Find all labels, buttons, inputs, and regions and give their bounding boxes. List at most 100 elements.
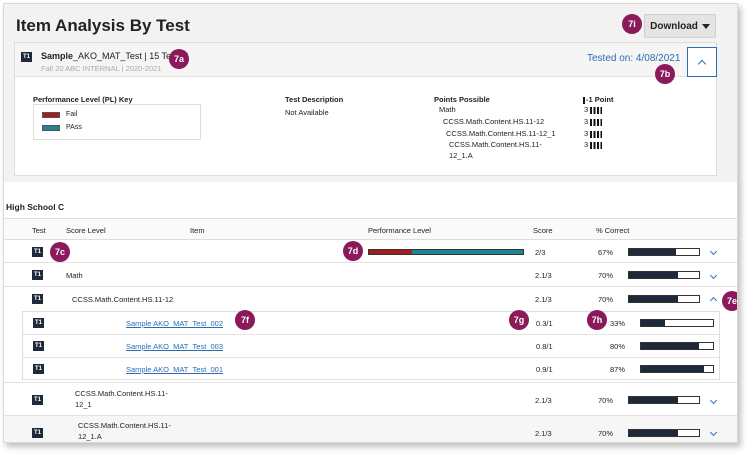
item-score: 0.8/1	[536, 342, 553, 351]
points-bars-icon	[590, 130, 603, 138]
table-row: T1 Math 2.1/3 70%	[4, 263, 737, 287]
collapse-row-icon[interactable]	[709, 296, 718, 305]
performance-fail-segment	[369, 250, 413, 254]
th-score-level: Score Level	[66, 226, 106, 235]
test-tag: T1	[32, 294, 43, 304]
table-row: T1 CCSS.Math.Content.HS.11- 12_1.A 2.1/3…	[4, 416, 737, 442]
caret-down-icon	[701, 23, 710, 29]
test-card: T1 Sample_AKO_MAT_Test | 15 Tested Fall …	[14, 42, 717, 176]
th-pct-correct: % Correct	[596, 226, 630, 235]
collapse-card-button[interactable]	[687, 47, 717, 77]
points-row-value: 3	[584, 129, 603, 138]
th-test: Test	[32, 226, 46, 235]
points-row-name: CCSS.Math.Content.HS.11-12_1	[446, 129, 556, 138]
pl-key-item-pass: PAss	[42, 124, 82, 131]
expand-row-icon[interactable]	[709, 271, 718, 280]
row-label-cont: 12_1.A	[78, 432, 102, 441]
item-row: T1 Sample AKO_MAT_Test_001 0.9/1 87%	[23, 358, 719, 380]
row-score: 2.1/3	[535, 271, 552, 280]
pct-correct-fill	[641, 366, 704, 372]
item-row: T1 Sample AKO_MAT_Test_002 0.3/1 33%	[23, 312, 719, 335]
test-description-label: Test Description	[285, 95, 344, 104]
points-row-name: CCSS.Math.Content.HS.11-	[449, 140, 542, 149]
table-row: T1 2/3 67%	[4, 241, 737, 263]
row-label: CCSS.Math.Content.HS.11-	[75, 389, 168, 398]
row-label: CCSS.Math.Content.HS.11-	[78, 421, 171, 430]
callout-badge-7c: 7c	[50, 242, 70, 262]
row-label-cont: 12_1	[75, 400, 92, 409]
pct-correct-bar	[628, 248, 700, 256]
points-row-name-cont: 12_1.A	[449, 151, 473, 160]
row-pct: 70%	[598, 295, 614, 304]
expand-row-icon[interactable]	[709, 247, 718, 256]
pct-correct-fill	[629, 296, 678, 302]
item-pct: 80%	[610, 342, 626, 351]
row-score: 2/3	[535, 248, 546, 257]
table-row: T1 CCSS.Math.Content.HS.11- 12_1 2.1/3 7…	[4, 382, 737, 416]
points-row-name: CCSS.Math.Content.HS.11-12	[443, 117, 545, 126]
pct-correct-bar	[640, 342, 714, 350]
points-possible-label: Points Possible	[434, 95, 490, 104]
row-pct: 70%	[598, 396, 614, 405]
item-pct: 87%	[610, 365, 626, 374]
test-tag: T1	[32, 270, 43, 280]
points-bars-icon	[590, 141, 603, 149]
test-description-value: Not Available	[285, 108, 329, 117]
row-pct: 70%	[598, 429, 614, 438]
fail-swatch	[42, 111, 60, 118]
row-pct: 70%	[598, 271, 614, 280]
item-link[interactable]: Sample AKO_MAT_Test_003	[126, 342, 223, 351]
performance-pass-segment	[412, 250, 523, 254]
page-title: Item Analysis By Test	[16, 16, 190, 35]
download-button[interactable]: Download	[644, 14, 716, 38]
th-score: Score	[533, 226, 553, 235]
point-legend: -1 Point	[583, 95, 614, 104]
callout-badge-7h: 7h	[587, 310, 607, 330]
pct-correct-bar	[640, 319, 714, 327]
item-analysis-panel: Item Analysis By Test Download 7i T1 Sam…	[3, 3, 738, 443]
test-tag: T1	[33, 341, 44, 351]
pct-correct-bar	[628, 396, 700, 404]
item-link[interactable]: Sample AKO_MAT_Test_002	[126, 319, 223, 328]
pct-correct-fill	[641, 320, 665, 326]
callout-badge-7a: 7a	[169, 49, 189, 69]
callout-badge-7e: 7e	[722, 291, 737, 311]
pl-key-item-fail: Fail	[42, 111, 77, 118]
points-row-name: Math	[439, 105, 456, 114]
row-score: 2.1/3	[535, 295, 552, 304]
expand-row-icon[interactable]	[709, 396, 718, 405]
callout-badge-7b: 7b	[655, 64, 675, 84]
pct-correct-bar	[640, 365, 714, 373]
item-score: 0.9/1	[536, 365, 553, 374]
performance-bar	[368, 249, 524, 255]
item-row: T1 Sample AKO_MAT_Test_003 0.8/1 80%	[23, 335, 719, 358]
pct-correct-fill	[629, 249, 676, 255]
test-tag: T1	[32, 428, 43, 438]
callout-badge-7i: 7i	[622, 14, 642, 34]
points-bars-icon	[590, 118, 603, 126]
row-label: Math	[66, 271, 83, 280]
pl-key-title: Performance Level (PL) Key	[33, 95, 133, 104]
chevron-up-icon	[697, 59, 707, 68]
pass-swatch	[42, 124, 60, 131]
table-header: Test Score Level Item Performance Level …	[4, 218, 737, 240]
test-tag: T1	[32, 395, 43, 405]
pct-correct-bar	[628, 429, 700, 437]
row-label: CCSS.Math.Content.HS.11-12	[72, 295, 174, 304]
pct-correct-bar	[628, 271, 700, 279]
th-performance: Performance Level	[368, 226, 431, 235]
points-row-value: 3	[584, 117, 603, 126]
expand-row-icon[interactable]	[709, 428, 718, 437]
test-subtitle: Fall 20 ABC INTERNAL | 2020-2021	[41, 64, 162, 73]
tested-on-date: Tested on: 4/08/2021	[587, 53, 681, 64]
row-pct: 67%	[598, 248, 614, 257]
th-item: Item	[190, 226, 205, 235]
item-link[interactable]: Sample AKO_MAT_Test_001	[126, 365, 223, 374]
item-pct: 33%	[610, 319, 626, 328]
table-row: T1 CCSS.Math.Content.HS.11-12 2.1/3 70%	[4, 287, 737, 311]
school-title: High School C	[6, 202, 65, 212]
points-bars-icon	[590, 106, 603, 114]
test-card-header: T1 Sample_AKO_MAT_Test | 15 Tested Fall …	[15, 43, 717, 77]
pct-correct-fill	[641, 343, 699, 349]
row-score: 2.1/3	[535, 396, 552, 405]
